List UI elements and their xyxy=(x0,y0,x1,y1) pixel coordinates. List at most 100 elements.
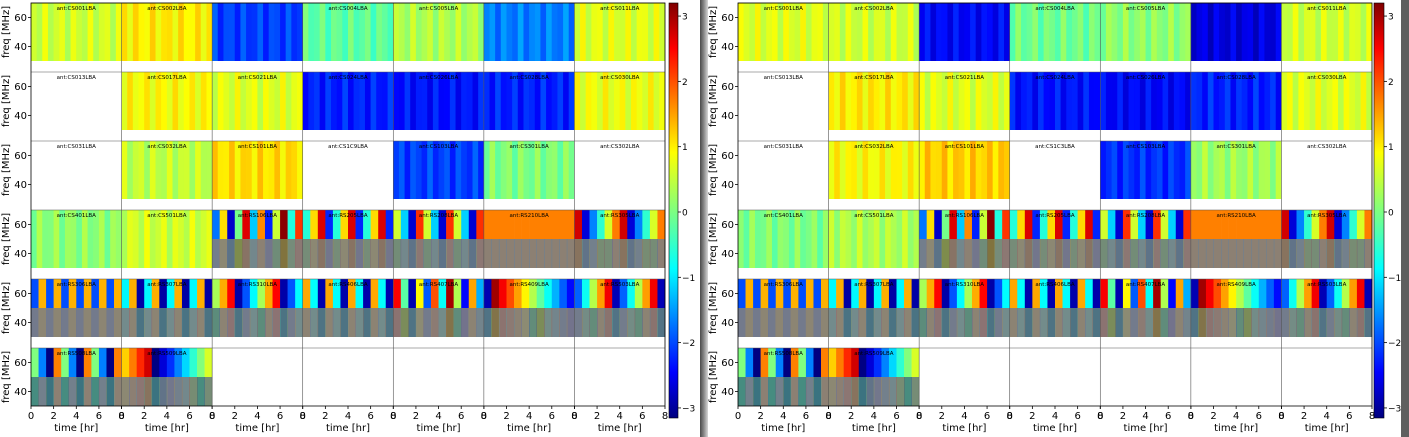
wave-band xyxy=(76,348,85,406)
colorbar-tick-label: −1 xyxy=(682,274,695,284)
cell-streak xyxy=(1004,3,1010,61)
cell-streak xyxy=(47,210,54,268)
cell-streak xyxy=(189,210,196,268)
cell-streak xyxy=(472,72,479,130)
x-tick-label: 0 xyxy=(209,411,215,422)
cell-streak xyxy=(517,3,524,61)
wave-band xyxy=(813,279,822,337)
wave-band xyxy=(657,210,666,268)
wave-band xyxy=(551,239,560,268)
cell-streak xyxy=(1145,141,1152,199)
cell-streak xyxy=(788,3,795,61)
wave-band xyxy=(1047,308,1056,337)
cell-streak xyxy=(1292,3,1299,61)
cell-streak xyxy=(1213,72,1220,130)
cell-streak xyxy=(263,141,269,199)
wave-band xyxy=(1243,308,1252,337)
wave-band xyxy=(1281,210,1290,268)
cell-streak xyxy=(195,3,201,61)
wave-band xyxy=(1319,308,1328,337)
cell-label: ant:CS031LBA xyxy=(57,144,97,150)
wave-band xyxy=(272,239,281,268)
cell-streak xyxy=(557,72,564,130)
wave-band xyxy=(151,377,160,406)
x-tick-label: 6 xyxy=(984,411,990,422)
cell-streak xyxy=(614,3,620,61)
wave-band xyxy=(1266,239,1275,268)
x-tick-label: 0 xyxy=(118,411,124,422)
cell-streak xyxy=(749,210,755,268)
x-axis-label: time [hr] xyxy=(761,423,805,434)
wave-band xyxy=(738,308,746,337)
cell-streak xyxy=(410,3,416,61)
cell-streak xyxy=(868,3,874,61)
cell-streak xyxy=(104,3,111,61)
cell-streak xyxy=(132,141,139,199)
wave-band xyxy=(476,279,485,337)
wave-band xyxy=(1228,308,1237,337)
wave-band xyxy=(612,308,621,337)
cell-streak xyxy=(1343,3,1350,61)
wave-band xyxy=(1251,239,1260,268)
cell-streak xyxy=(1151,3,1157,61)
wave-band xyxy=(1319,239,1328,268)
cell-label: ant:CS501LBA xyxy=(854,213,894,219)
wave-band xyxy=(1077,210,1086,268)
wave-band xyxy=(551,279,560,337)
wave-band xyxy=(1349,308,1358,337)
y-axis-label: freq [MHz] xyxy=(708,351,719,403)
wave-band xyxy=(775,279,784,337)
wave-band xyxy=(483,210,492,268)
cell-streak xyxy=(930,3,937,61)
cell-streak xyxy=(274,141,281,199)
wave-band xyxy=(1281,239,1290,268)
cell-streak xyxy=(1162,141,1169,199)
y-tick-label: 60 xyxy=(721,82,734,93)
cell-streak xyxy=(947,141,954,199)
wave-band xyxy=(91,377,100,406)
spectrogram-cell: ant:CS031LBA xyxy=(764,144,804,150)
cell-streak xyxy=(614,72,620,130)
cell-streak xyxy=(1349,3,1356,61)
wave-band xyxy=(521,308,530,337)
cell-streak xyxy=(517,141,524,199)
wave-band xyxy=(745,308,754,337)
wave-band xyxy=(491,210,500,268)
x-tick-label: 4 xyxy=(1324,411,1330,422)
cell-label: ant:CS002LBA xyxy=(854,6,894,12)
cell-streak xyxy=(415,141,422,199)
cell-streak xyxy=(1315,72,1322,130)
wave-band xyxy=(302,279,311,337)
wave-band xyxy=(506,239,515,268)
spectrogram-cell: ant:RS205LBA xyxy=(302,210,394,268)
wave-band xyxy=(619,308,628,337)
wave-band xyxy=(325,210,334,268)
cell-streak xyxy=(478,72,484,130)
wave-band xyxy=(612,279,621,337)
wave-band xyxy=(1341,279,1350,337)
cell-streak xyxy=(81,210,88,268)
wave-band xyxy=(415,308,424,337)
wave-band xyxy=(1070,239,1078,268)
wave-band xyxy=(174,348,183,406)
wave-band xyxy=(627,210,636,268)
wave-band xyxy=(544,210,553,268)
wave-band xyxy=(317,308,326,337)
wave-band xyxy=(272,279,281,337)
wave-band xyxy=(438,210,447,268)
cell-streak xyxy=(206,210,213,268)
cell-streak xyxy=(1190,3,1197,61)
cell-streak xyxy=(127,72,133,130)
cell-streak xyxy=(359,72,365,130)
cell-streak xyxy=(127,3,133,61)
cell-streak xyxy=(919,3,925,61)
cell-streak xyxy=(229,3,235,61)
cell-streak xyxy=(868,72,874,130)
wave-band xyxy=(83,377,92,406)
cell-streak xyxy=(70,210,77,268)
wave-band xyxy=(821,348,829,406)
wave-band xyxy=(181,377,190,406)
cell-streak xyxy=(466,72,473,130)
cell-streak xyxy=(1173,3,1180,61)
wave-band xyxy=(363,279,371,337)
